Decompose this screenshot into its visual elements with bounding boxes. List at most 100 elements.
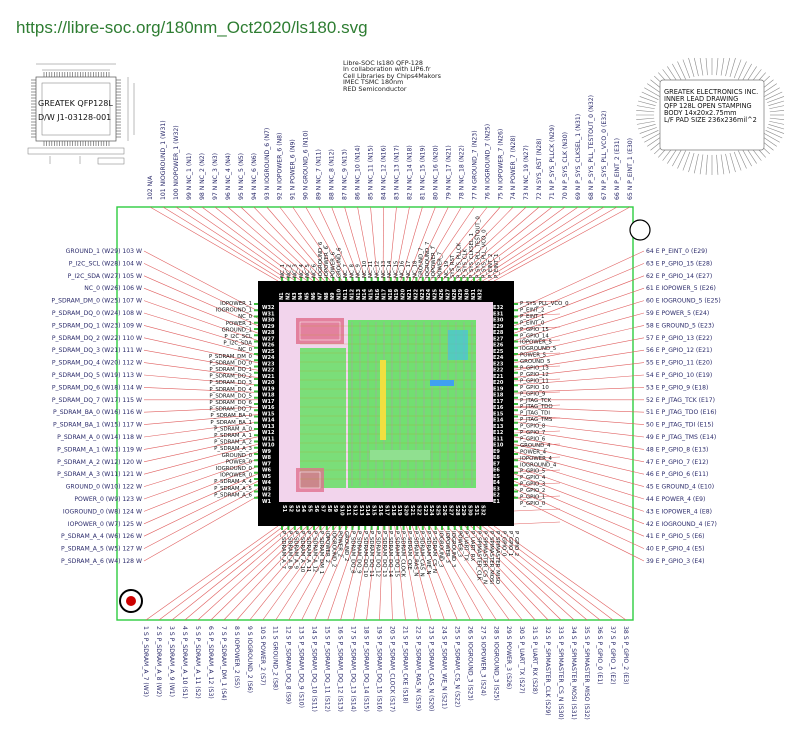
inner-label-left: IOGROUND_1 [216,308,252,314]
pin-label-right: 42 E IOGROUND_4 (E7) [646,521,717,528]
inner-label-bottom: P_UART_RX [469,531,475,562]
pin-label-bottom: 35 S P_SPIMASTER_MISO (S32) [583,626,590,720]
inner-label-top: P_EINT_2 [488,254,494,278]
die-code-top: N8 [324,292,330,300]
pin-label-right: 45 E GROUND_4 (E10) [646,484,714,491]
die-code-top: N27 [445,288,451,300]
right-package-line: L/F PAD SIZE 236x236mil^2 [664,116,757,124]
inner-label-left: P_SDRAM_DQ_7 [209,407,252,413]
inner-label-left: P_I2C_SDA [223,341,252,347]
pin-label-bottom: 37 S P_GPIO_1 (E2) [609,626,616,685]
die-code-bottom: S2 [287,505,293,513]
die-code-left: W27 [262,336,275,342]
die-code-bottom: S28 [454,505,460,516]
die-code-top: N13 [356,288,362,300]
inner-label-right: POWER_5 [520,353,546,359]
pin-label-left: P_SDRAM_DQ_7 (W17) 115 W [52,397,142,404]
die-code-right: E9 [493,449,500,455]
inner-label-top: POWER_6 [330,251,336,278]
inner-label-bottom: P_SDRAM_RAS_N [412,531,418,576]
pin-label-top: 84 N NC_12 (N16) [381,145,388,200]
pin-label-right: 55 E P_GPIO_11 (E20) [646,360,712,367]
inner-label-right: P_GPIO_15 [520,327,549,333]
die-code-left: W6 [262,468,272,474]
die-code-top: N25 [433,288,439,300]
inner-label-bottom: IOGROUND_3 [450,531,456,567]
pin-label-bottom: 28 S IOGROUND_3 (S25) [492,626,499,701]
inner-label-bottom: P_SDRAM_A_8 [286,531,292,569]
die-code-right: E26 [493,343,504,349]
pin-label-top: 92 N IOPOWER_6 (N8) [277,133,284,200]
die-code-right: E4 [493,480,500,486]
die-code-top: N4 [298,292,304,300]
inner-label-left: P_SDRAM_DQ_6 [209,400,252,406]
inner-label-right: IOGROUND_5 [520,346,556,352]
pin-label-right: 64 E P_EINT_0 (E29) [646,248,707,255]
pin-label-right: 43 E IOPOWER_4 (E8) [646,508,712,515]
inner-label-top: NC_7 [343,264,349,278]
die-code-left: W30 [262,318,275,324]
inner-label-bottom: P_SDRAM_DQ_12 [375,531,381,577]
left-package-line2: D/W J1-03128-001 [38,113,111,122]
pin-label-bottom: 1 S P_SDRAM_A_7 (W3) [142,626,149,697]
bond-wires [143,206,645,621]
pin-label-left: P_SDRAM_DQ_4 (W20) 112 W [52,360,142,367]
pin-label-left: P_SDRAM_DM_0 (W25) 107 W [51,298,142,305]
credit-line: In collaboration with LIP6.fr [343,65,431,74]
pin-label-top: 83 N NC_13 (N17) [393,145,400,200]
die-code-right: E3 [493,486,500,492]
pin-label-top: 95 N NC_5 (N5) [238,153,245,200]
die-code-bottom: S21 [409,505,415,516]
die-code-left: W14 [262,418,275,424]
inner-label-right: POWER_4 [520,449,547,455]
die-code-right: E29 [493,324,504,330]
die-code-left: W7 [262,461,272,467]
pin-label-top: 79 N NC_17 (N21) [445,145,452,200]
inner-label-bottom: P_SDRAM_DQ_11 [368,531,374,577]
die-code-right: E28 [493,330,504,336]
left-package-line1: GREATEK QFP128L [38,99,113,108]
inner-label-left: P_SDRAM_DM_0 [209,354,253,360]
pin-label-top: 90 N GROUND_6 (N10) [303,130,310,200]
die-code-bottom: S14 [364,505,370,516]
pin-label-right: 59 E POWER_5 (E24) [646,310,709,317]
inner-label-top: NC_13 [381,261,387,278]
pin-label-bottom: 8 S IOPOWER_2 (S5) [233,626,240,688]
pin-label-top: 97 N NC_3 (N3) [212,153,219,200]
inner-label-bottom: P_GPIO_0 [501,531,507,557]
inner-label-right: P_JTAG_TDO [520,404,553,410]
inner-label-right: P_GPIO_11 [520,378,549,384]
inner-label-top: NC_11 [368,261,374,278]
die-code-left: W1 [262,499,272,505]
die-code-bottom: S19 [396,505,402,516]
die-code-bottom: S12 [351,505,357,516]
die-code-right: E2 [493,493,500,499]
pin-label-bottom: 12 S P_SDRAM_DQ_8 (S9) [285,626,292,704]
die-code-left: W20 [262,380,275,386]
pin-label-left: IOGROUND_0 (W8) 124 W [63,508,142,515]
inner-label-right: P_GPIO_1 [520,495,545,501]
inner-label-bottom: P_SPIMASTER_CLK [475,531,481,581]
inner-label-left: IOGROUND_0 [216,466,253,472]
inner-label-right: P_GPIO_4 [520,475,546,481]
die-code-left: W19 [262,386,275,392]
pin-label-right: 58 E GROUND_5 (E23) [646,322,714,329]
pin-label-right: 41 E P_GPIO_5 (E6) [646,533,705,540]
die-code-right: E19 [493,386,504,392]
inner-label-top: NC_19 [444,260,450,278]
die-code-right: E23 [493,361,504,367]
die-code-top: N32 [477,288,483,300]
die-code-bottom: S16 [377,505,383,516]
inner-label-top: P_SYS_PLLCK [456,242,462,278]
inner-label-bottom: P_SDRAM_CS_N [431,531,437,573]
pin-label-bottom: 33 S P_SPIMASTER_CS_N (S30) [557,626,564,720]
die-code-bottom: S31 [473,505,479,516]
inner-label-right: P_GPIO_9 [520,391,546,397]
inner-label-left: P_SDRAM_A_2 [214,440,252,446]
die-code-bottom: S1 [281,505,287,513]
die-code-left: W3 [262,486,272,492]
pin-label-left: P_SDRAM_A_3 (W11) 121 W [57,471,142,478]
pin-label-bottom: 16 S P_SDRAM_DQ_12 (S13) [337,626,344,712]
die-code-left: W4 [262,480,272,486]
pin-label-top: 96 N NC_4 (N4) [225,153,232,200]
